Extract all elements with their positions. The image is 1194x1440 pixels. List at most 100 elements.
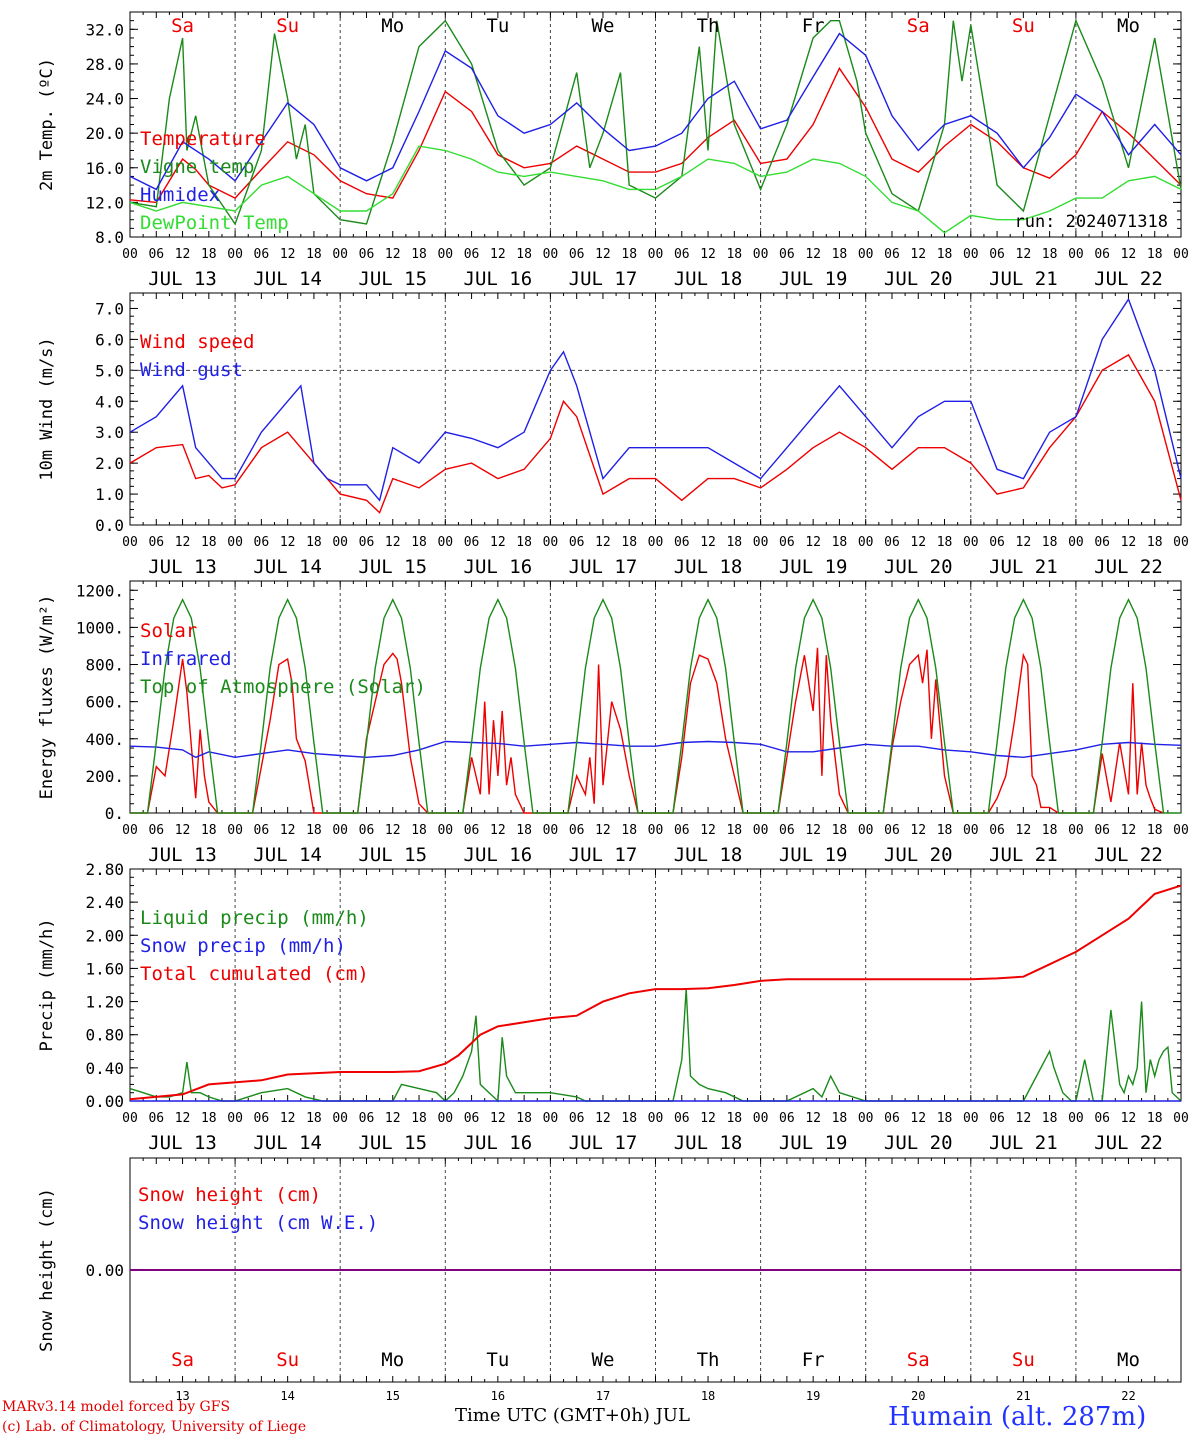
y-tick-label: 6.0 <box>95 330 124 349</box>
y-tick-label: 12.0 <box>85 193 124 212</box>
date-label: JUL 20 <box>884 556 953 578</box>
hour-tick-label: 18 <box>937 823 953 838</box>
hour-tick-label: 06 <box>884 535 900 550</box>
hour-tick-label: 06 <box>884 1111 900 1126</box>
hour-tick-label: 06 <box>359 1111 375 1126</box>
hour-tick-label: 12 <box>700 247 716 262</box>
weekday-label: Sa <box>171 1349 194 1371</box>
hour-tick-label: 12 <box>175 1111 191 1126</box>
y-axis-label: Energy fluxes (W/m²) <box>37 595 57 800</box>
hour-tick-label: 18 <box>621 535 637 550</box>
run-annotation: run: 2024071318 <box>1014 212 1168 232</box>
y-tick-label: 2.0 <box>95 454 124 473</box>
hour-tick-label: 18 <box>937 247 953 262</box>
hour-tick-label: 18 <box>832 1111 848 1126</box>
series-line <box>129 32 1182 191</box>
y-tick-label: 0.00 <box>85 1092 124 1111</box>
hour-tick-label: 12 <box>175 823 191 838</box>
hour-tick-label: 18 <box>1147 247 1163 262</box>
hour-tick-label: 18 <box>1042 823 1058 838</box>
date-label: JUL 18 <box>674 1132 743 1154</box>
series-line <box>129 740 1182 759</box>
legend-entry: Liquid precip (mm/h) <box>140 907 369 929</box>
weekday-label: We <box>592 1349 615 1371</box>
hour-tick-label: 12 <box>910 535 926 550</box>
y-tick-label: 1200. <box>76 581 124 600</box>
y-tick-label: 32.0 <box>85 20 124 39</box>
hour-tick-label: 18 <box>937 535 953 550</box>
hour-tick-label: 06 <box>254 247 270 262</box>
y-tick-label: 16.0 <box>85 159 124 178</box>
hour-tick-label: 00 <box>963 1111 979 1126</box>
legend-entry: Total cumulated (cm) <box>140 963 369 985</box>
hour-tick-label: 00 <box>332 1111 348 1126</box>
hour-tick-label: 18 <box>1147 535 1163 550</box>
hour-tick-label: 00 <box>1068 823 1084 838</box>
hour-tick-label: 06 <box>254 535 270 550</box>
date-number: 16 <box>491 1389 505 1403</box>
weekday-label: We <box>592 15 615 37</box>
y-tick-label: 0.0 <box>95 516 124 535</box>
date-label: JUL 14 <box>253 844 322 866</box>
hour-tick-label: 18 <box>726 1111 742 1126</box>
hour-tick-label: 00 <box>1068 1111 1084 1126</box>
legend-entry: Vigne temp <box>140 156 254 178</box>
date-label: JUL 13 <box>148 268 217 290</box>
hour-tick-label: 00 <box>122 535 138 550</box>
hour-tick-label: 18 <box>621 823 637 838</box>
weekday-label: Su <box>1012 15 1035 37</box>
hour-tick-label: 06 <box>254 1111 270 1126</box>
hour-tick-label: 12 <box>910 1111 926 1126</box>
date-label: JUL 14 <box>253 1132 322 1154</box>
date-label: JUL 17 <box>569 556 638 578</box>
hour-tick-label: 06 <box>989 535 1005 550</box>
hour-tick-label: 18 <box>201 535 217 550</box>
hour-tick-label: 18 <box>1147 1111 1163 1126</box>
date-label: JUL 18 <box>674 844 743 866</box>
hour-tick-label: 18 <box>726 247 742 262</box>
hour-tick-label: 06 <box>464 1111 480 1126</box>
hour-tick-label: 12 <box>595 1111 611 1126</box>
y-tick-label: 2.40 <box>85 893 124 912</box>
y-tick-label: 1.20 <box>85 993 124 1012</box>
hour-tick-label: 00 <box>1068 247 1084 262</box>
legend-entry: DewPoint Temp <box>140 212 289 234</box>
hour-tick-label: 12 <box>595 247 611 262</box>
hour-tick-label: 18 <box>621 1111 637 1126</box>
hour-tick-label: 18 <box>832 823 848 838</box>
y-tick-label: 0.80 <box>85 1026 124 1045</box>
hour-tick-label: 12 <box>1121 1111 1137 1126</box>
date-label: JUL 19 <box>779 844 848 866</box>
hour-tick-label: 06 <box>674 823 690 838</box>
hour-tick-label: 06 <box>359 247 375 262</box>
hour-tick-label: 06 <box>674 535 690 550</box>
date-label: JUL 13 <box>148 556 217 578</box>
panel-3: 0. 200. 400. 600. 800. 1000. 1200. Energy fluxe… <box>37 580 1189 866</box>
hour-tick-label: 00 <box>437 1111 453 1126</box>
hour-tick-label: 12 <box>1121 823 1137 838</box>
hour-tick-label: 12 <box>175 535 191 550</box>
series-line <box>129 18 1182 226</box>
hour-tick-label: 06 <box>674 1111 690 1126</box>
hour-tick-label: 12 <box>1016 247 1032 262</box>
legend-entry: Snow height (cm W.E.) <box>138 1212 378 1234</box>
weekday-label: Su <box>276 15 299 37</box>
hour-tick-label: 06 <box>779 247 795 262</box>
hour-tick-label: 06 <box>884 823 900 838</box>
hour-tick-label: 18 <box>726 823 742 838</box>
legend-entry: Solar <box>140 620 197 642</box>
date-label: JUL 21 <box>989 1132 1058 1154</box>
hour-tick-label: 06 <box>148 823 164 838</box>
hour-tick-label: 18 <box>832 535 848 550</box>
y-tick-label: 800. <box>85 656 124 675</box>
hour-tick-label: 06 <box>674 247 690 262</box>
hour-tick-label: 18 <box>306 535 322 550</box>
hour-tick-label: 00 <box>1173 823 1189 838</box>
panel-1: 8.0 12.0 16.0 20.0 24.0 28.0 32.0 2m Temp. (ºC)… <box>37 11 1189 290</box>
date-label: JUL 13 <box>148 844 217 866</box>
hour-tick-label: 12 <box>805 247 821 262</box>
hour-tick-label: 00 <box>332 247 348 262</box>
date-label: JUL 15 <box>358 268 427 290</box>
date-number: 18 <box>701 1389 715 1403</box>
hour-tick-label: 00 <box>858 1111 874 1126</box>
